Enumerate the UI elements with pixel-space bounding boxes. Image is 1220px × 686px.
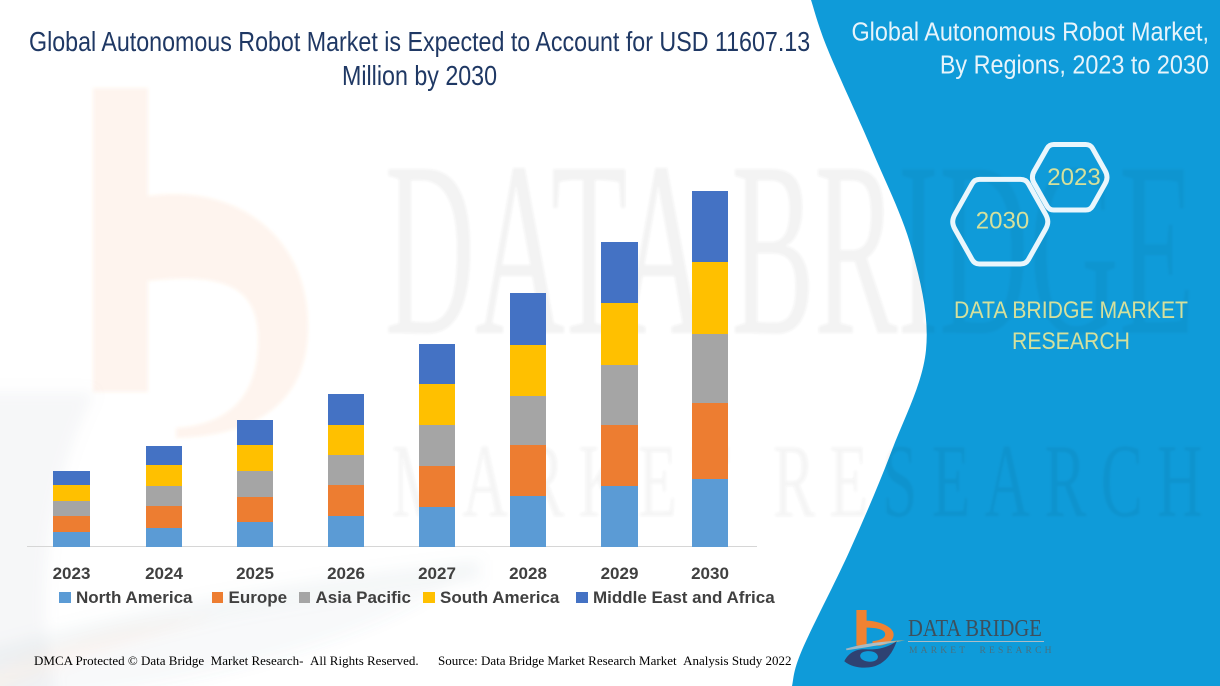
svg-text:MARKET RESEARCH: MARKET RESEARCH	[392, 422, 1217, 539]
svg-text:2030: 2030	[976, 208, 1029, 235]
svg-text:By Regions, 2023 to 2030: By Regions, 2023 to 2030	[940, 51, 1209, 79]
svg-text:2023: 2023	[1047, 164, 1100, 191]
svg-text:DATA BRIDGE MARKET: DATA BRIDGE MARKET	[954, 296, 1188, 324]
svg-text:RESEARCH: RESEARCH	[1012, 327, 1130, 355]
svg-text:Global Autonomous Robot Market: Global Autonomous Robot Market,	[851, 18, 1208, 46]
